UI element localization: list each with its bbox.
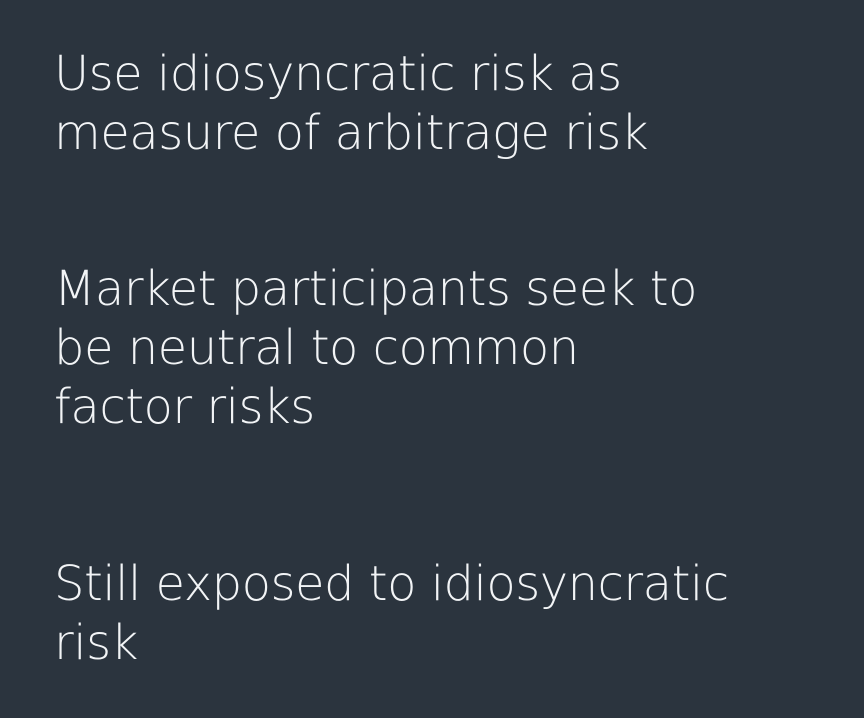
text-line: Market participants seek to xyxy=(54,261,697,317)
text-line: factor risks xyxy=(54,379,315,435)
text-line: Use idiosyncratic risk as xyxy=(54,46,622,102)
text-line: be neutral to common xyxy=(54,320,579,376)
bullet-point-arbitrage-risk: Use idiosyncratic risk as measure of arb… xyxy=(54,45,834,163)
bullet-point-market-participants: Market participants seek to be neutral t… xyxy=(54,260,834,437)
text-line: measure of arbitrage risk xyxy=(54,105,649,161)
text-line: Still exposed to idiosyncratic xyxy=(54,556,729,612)
bullet-point-still-exposed: Still exposed to idiosyncratic risk xyxy=(54,555,834,673)
text-line: risk xyxy=(54,615,138,671)
